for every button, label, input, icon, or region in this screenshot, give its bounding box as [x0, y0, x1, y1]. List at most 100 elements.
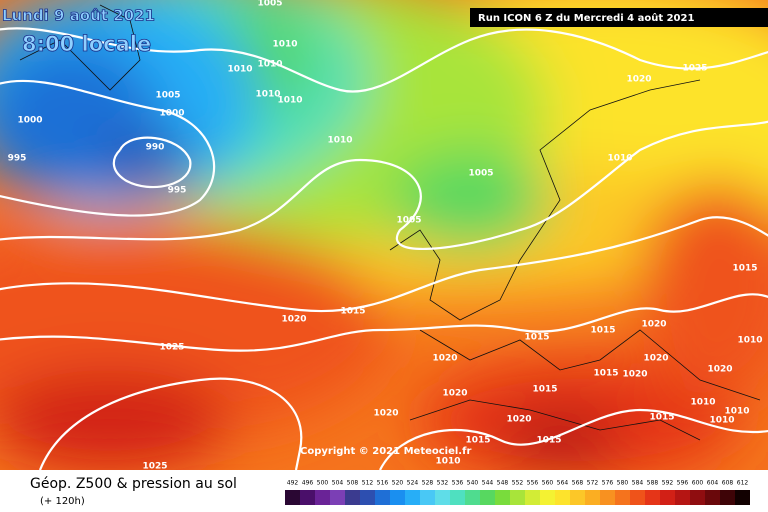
- isobar-label: 1020: [707, 365, 732, 375]
- legend-label: 600: [692, 480, 704, 487]
- run-label: Run ICON 6 Z du Mercredi 4 août 2021: [478, 12, 694, 24]
- legend-swatch: [495, 490, 510, 505]
- legend-label: 528: [422, 480, 434, 487]
- legend-label: 604: [707, 480, 719, 487]
- coastlines: [19, 4, 761, 441]
- legend-label: 500: [317, 480, 329, 487]
- legend-swatch: [480, 490, 495, 505]
- isobar-label: 1010: [607, 154, 632, 164]
- legend: 492 496 500 504 508 512 516 520 524 528 532 536 540 5…: [285, 480, 750, 505]
- legend-label: 516: [377, 480, 389, 487]
- isobar-label: 1005: [257, 0, 282, 9]
- legend-swatch: [570, 490, 585, 505]
- legend-swatch: [330, 490, 345, 505]
- isobar-label: 1000: [17, 116, 42, 126]
- legend-swatch: [450, 490, 465, 505]
- isobar-label: 1010: [709, 416, 734, 426]
- isobar-label: 1015: [465, 436, 490, 446]
- legend-label: 532: [437, 480, 449, 487]
- run-box: [470, 8, 768, 27]
- legend-label: 552: [512, 480, 524, 487]
- isobar-label: 1005: [468, 169, 493, 179]
- date-label: Lundi 9 août 2021: [2, 7, 155, 25]
- legend-swatch: [510, 490, 525, 505]
- legend-label: 588: [647, 480, 659, 487]
- isobar-label: 1010: [255, 90, 280, 100]
- isobar-label: 1020: [442, 389, 467, 399]
- legend-swatch: [645, 490, 660, 505]
- legend-swatch: [345, 490, 360, 505]
- legend-label: 512: [362, 480, 374, 487]
- isobar-label: 1010: [327, 136, 352, 146]
- isobar-label: 1005: [155, 91, 180, 101]
- isobar-label: 1000: [159, 109, 184, 119]
- isobar-label: 1020: [622, 370, 647, 380]
- legend-swatch: [735, 490, 750, 505]
- legend-swatch: [675, 490, 690, 505]
- legend-label: 596: [677, 480, 689, 487]
- legend-swatch: [375, 490, 390, 505]
- legend-label: 548: [497, 480, 509, 487]
- isobar-label: 1020: [506, 415, 531, 425]
- isobar-label: 1020: [432, 354, 457, 364]
- isobar-label: 1010: [724, 407, 749, 417]
- isobar-label: 995: [8, 154, 27, 164]
- isobar-label: 1010: [277, 96, 302, 106]
- legend-swatch: [540, 490, 555, 505]
- legend-swatch: [405, 490, 420, 505]
- isobar-label: 1015: [593, 369, 618, 379]
- legend-label: 568: [572, 480, 584, 487]
- legend-swatch: [435, 490, 450, 505]
- isobar-label: 1010: [272, 40, 297, 50]
- isobar-label: 1025: [682, 64, 707, 74]
- isobar-label: 1020: [643, 354, 668, 364]
- field: [0, 0, 768, 470]
- legend-label: 584: [632, 480, 644, 487]
- legend-swatch: [690, 490, 705, 505]
- legend-label: 496: [302, 480, 314, 487]
- legend-label: 540: [467, 480, 479, 487]
- isobar-label: 1020: [373, 409, 398, 419]
- legend-label: 580: [617, 480, 629, 487]
- legend-swatch: [285, 490, 300, 505]
- legend-label: 608: [722, 480, 734, 487]
- legend-label: 592: [662, 480, 674, 487]
- isobar-label: 1010: [737, 336, 762, 346]
- isobar-label: 1015: [524, 333, 549, 343]
- legend-label: 504: [332, 480, 344, 487]
- legend-label: 564: [557, 480, 569, 487]
- legend-swatch: [390, 490, 405, 505]
- isobar-label: 990: [146, 143, 165, 153]
- time-label: 8:00 locale: [22, 32, 151, 56]
- isobar-label: 995: [168, 186, 187, 196]
- legend-swatch: [420, 490, 435, 505]
- footer-lead: (+ 120h): [40, 496, 85, 507]
- legend-label: 560: [542, 480, 554, 487]
- legend-swatch: [315, 490, 330, 505]
- isobar-label: 1010: [690, 398, 715, 408]
- legend-label: 556: [527, 480, 539, 487]
- isobar-label: 1015: [649, 413, 674, 423]
- isobar-label: 1020: [281, 315, 306, 325]
- legend-swatch: [630, 490, 645, 505]
- isobar-label: 1025: [159, 343, 184, 353]
- legend-label: 508: [347, 480, 359, 487]
- legend-swatch: [465, 490, 480, 505]
- copyright: Copyright © 2021 Meteociel.fr: [300, 446, 471, 457]
- legend-label: 536: [452, 480, 464, 487]
- legend-label: 492: [287, 480, 299, 487]
- legend-swatch: [615, 490, 630, 505]
- isobar-label: 1010: [257, 60, 282, 70]
- legend-swatch: [705, 490, 720, 505]
- legend-swatch: [720, 490, 735, 505]
- legend-label: 544: [482, 480, 494, 487]
- isobar-label: 1020: [626, 75, 651, 85]
- legend-swatch: [555, 490, 570, 505]
- legend-swatch: [585, 490, 600, 505]
- isobar-label: 1010: [227, 65, 252, 75]
- legend-label: 612: [737, 480, 749, 487]
- isobars: [0, 27, 768, 470]
- legend-swatch: [525, 490, 540, 505]
